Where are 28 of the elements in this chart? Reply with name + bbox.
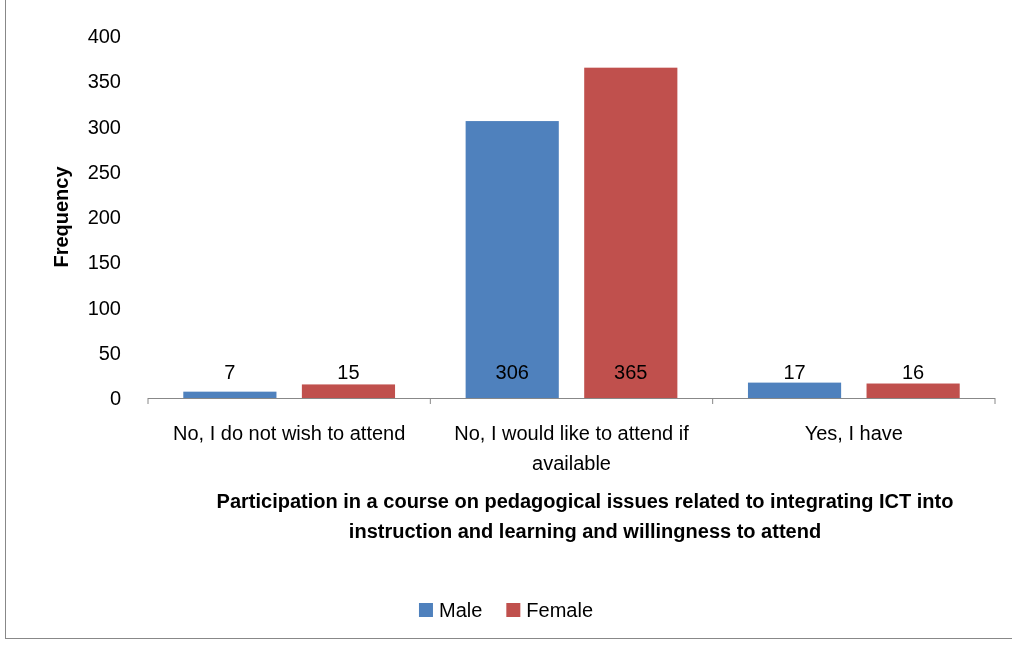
y-tick-label: 50	[98, 341, 121, 364]
y-axis-title: Frequency	[50, 165, 72, 268]
x-tick-label: No, I would like to attend if available	[454, 422, 690, 474]
y-tick-label: 150	[87, 251, 121, 274]
data-label: 17	[783, 361, 806, 383]
data-label: 365	[614, 361, 648, 383]
bar	[584, 67, 678, 398]
data-label: 7	[224, 361, 236, 383]
legend-label: Female	[526, 599, 594, 621]
y-tick-label: 300	[87, 115, 121, 138]
legend-label: Male	[438, 599, 483, 621]
x-axis-title: Participation in a course on pedagogical issues related to integrating ICT into instruction and learning and willingness to attend	[216, 490, 954, 542]
y-tick-label: 100	[87, 296, 121, 319]
bar	[866, 383, 960, 398]
data-label: 16	[902, 361, 925, 383]
y-tick-label: 0	[109, 387, 121, 409]
bar	[465, 121, 559, 398]
data-label: 306	[495, 361, 529, 383]
y-tick-label: 200	[87, 206, 121, 228]
x-tick-label: No, I do not wish to attend	[172, 422, 406, 444]
bar	[301, 384, 396, 398]
x-tick-label: Yes, I have	[804, 422, 903, 444]
y-tick-label: 400	[87, 25, 121, 47]
y-tick-label: 250	[87, 160, 121, 183]
bar	[183, 391, 277, 398]
y-tick-label: 350	[87, 70, 121, 93]
data-label: 15	[337, 361, 360, 383]
bar	[747, 382, 842, 398]
